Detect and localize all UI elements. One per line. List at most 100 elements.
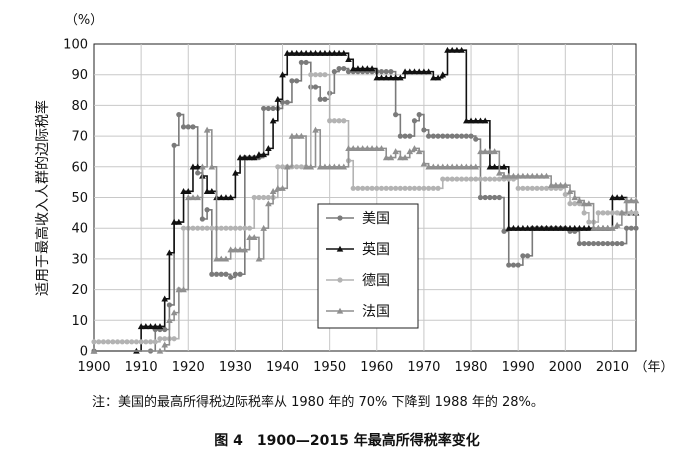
series-1-point	[444, 133, 451, 139]
series-2-point	[260, 151, 267, 158]
series-2-point	[326, 49, 333, 56]
series-3-point	[223, 225, 229, 231]
series-3-point	[355, 185, 361, 191]
series-4-point	[175, 286, 183, 293]
series-2-point	[566, 224, 574, 231]
series-3-point	[529, 185, 535, 191]
series-3-point	[383, 185, 389, 191]
series-4-point	[269, 188, 277, 194]
series-4-point	[430, 163, 437, 170]
series-2-point	[137, 323, 145, 330]
series-3-point	[562, 191, 568, 198]
series-2-point	[401, 68, 409, 75]
series-2-point	[477, 117, 484, 124]
series-3-point	[605, 210, 611, 216]
series-4-point	[298, 132, 305, 139]
series-3-point	[449, 176, 455, 182]
series-4-point	[255, 255, 263, 262]
series-2-point	[364, 65, 371, 72]
series-2-point	[307, 49, 315, 56]
series-3-point	[256, 194, 262, 201]
series-1-point	[298, 59, 304, 66]
legend-label: 英国	[362, 241, 390, 258]
series-4-point	[425, 163, 432, 170]
x-tick-label: 1920	[172, 360, 205, 375]
series-3-point	[477, 176, 484, 182]
series-3-point	[435, 185, 441, 191]
series-4-point	[557, 181, 564, 188]
series-4-point	[590, 224, 597, 231]
series-3-point	[369, 185, 375, 191]
series-2-point	[538, 224, 546, 231]
series-3-point	[129, 339, 135, 345]
series-3-point	[586, 219, 592, 225]
series-3-point	[628, 210, 634, 216]
legend-marker	[336, 245, 344, 252]
series-4-point	[189, 194, 197, 201]
series-4-point	[302, 163, 310, 170]
series-2-point	[439, 71, 447, 78]
series-1-point	[378, 69, 385, 75]
series-1-point	[303, 59, 309, 66]
series-4-point	[316, 163, 324, 170]
x-tick-label: 1900	[77, 360, 110, 375]
series-2-point	[514, 224, 522, 231]
series-3-point	[110, 339, 116, 345]
series-3-point	[162, 336, 168, 342]
series-4-point	[331, 163, 338, 170]
series-3-point	[275, 164, 281, 170]
series-3-point	[312, 72, 319, 78]
series-3-point	[322, 72, 328, 78]
series-4-point	[283, 163, 291, 170]
series-4-point	[599, 224, 607, 231]
series-1-point	[477, 194, 484, 201]
series-4-point	[184, 194, 192, 201]
series-4-point	[236, 246, 244, 253]
x-tick-label: 1950	[313, 360, 346, 375]
series-3-point	[218, 225, 224, 231]
series-2-point	[543, 224, 550, 231]
series-2-point	[373, 74, 381, 81]
series-3-point	[341, 118, 347, 124]
series-3-point	[237, 225, 243, 231]
series-1-point	[345, 69, 352, 75]
series-2-point	[415, 68, 423, 75]
series-4-point	[288, 132, 296, 139]
series-4-point	[552, 181, 560, 188]
x-tick-label: 1910	[125, 360, 158, 375]
series-4-point	[524, 172, 531, 179]
series-2-point	[236, 154, 244, 161]
series-4-point	[222, 255, 230, 262]
series-1-point	[600, 240, 606, 247]
series-2-point	[430, 74, 437, 81]
series-3-point	[246, 225, 253, 231]
x-tick-label: 1970	[407, 360, 440, 375]
series-4-point	[321, 163, 329, 170]
series-2-point	[335, 49, 343, 56]
series-4-point	[623, 197, 630, 204]
series-4-point	[500, 172, 508, 179]
series-3-point	[426, 185, 432, 191]
line-chart: 0 10 20 30 40 50 60 70 80 90 100 1900 1910 1920 1930 19…	[63, 13, 673, 375]
series-4-point	[246, 234, 253, 241]
series-4-point	[382, 154, 390, 161]
series-3-point	[388, 185, 394, 191]
series-1-point	[576, 240, 583, 247]
series-3-point	[473, 176, 479, 182]
series-4-point	[217, 255, 225, 262]
y-tick-label: 0	[80, 345, 88, 360]
y-tick-label: 40	[71, 222, 88, 237]
series-3-point	[600, 210, 606, 216]
series-3-point	[360, 185, 366, 191]
series-4-point	[387, 154, 395, 161]
series-4-point	[170, 309, 178, 316]
series-2-point	[434, 74, 442, 81]
series-1-point	[388, 69, 394, 75]
series-2-point	[533, 224, 541, 231]
series-2-point	[505, 224, 513, 231]
x-tick-label: 1930	[219, 360, 252, 375]
series-3-point	[468, 176, 474, 182]
series-3-point	[572, 201, 578, 207]
series-1-point	[228, 274, 234, 280]
series-2-point	[274, 95, 282, 102]
